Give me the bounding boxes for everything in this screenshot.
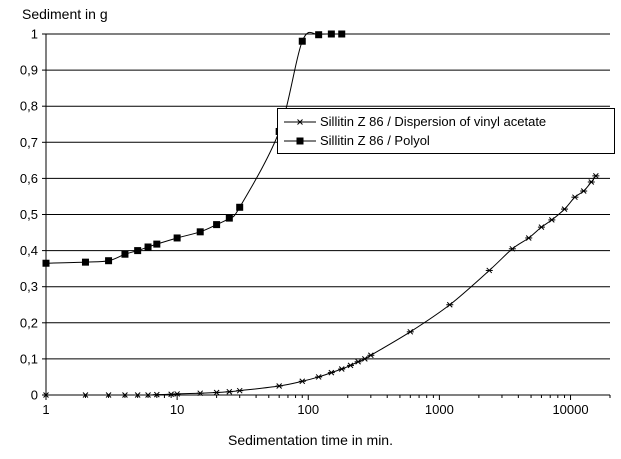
y-tick-label-7: 0,7 bbox=[20, 135, 38, 150]
legend-square-marker-icon bbox=[284, 137, 316, 145]
y-tick-label-6: 0,6 bbox=[20, 171, 38, 186]
data-point-square-3 bbox=[121, 250, 129, 258]
data-point-square-9 bbox=[213, 221, 221, 229]
legend-item-vinyl-acetate: Sillitin Z 86 / Dispersion of vinyl acet… bbox=[282, 113, 612, 131]
x-tick-label-2: 100 bbox=[297, 402, 319, 417]
y-tick-label-10: 1 bbox=[31, 27, 38, 42]
data-point-asterisk-30 bbox=[571, 194, 579, 201]
series-layer bbox=[42, 30, 600, 398]
data-point-asterisk-20 bbox=[361, 356, 369, 362]
data-point-square-10 bbox=[225, 214, 233, 222]
x-axis-label: Sedimentation time in min. bbox=[228, 432, 393, 448]
data-point-asterisk-19 bbox=[354, 358, 362, 365]
data-point-asterisk-13 bbox=[275, 383, 283, 389]
data-point-square-16 bbox=[338, 30, 346, 38]
y-tick-label-1: 0,1 bbox=[20, 351, 38, 366]
x-tick-label-1: 10 bbox=[170, 402, 184, 417]
data-point-asterisk-11 bbox=[225, 388, 233, 395]
data-point-asterisk-24 bbox=[485, 267, 493, 274]
y-tick-label-3: 0,3 bbox=[20, 279, 38, 294]
data-point-square-5 bbox=[144, 243, 152, 251]
data-point-asterisk-12 bbox=[236, 387, 244, 394]
data-point-asterisk-8 bbox=[173, 391, 181, 397]
x-tick-labels: 1 10 100 1000 10000 bbox=[42, 402, 588, 417]
y-tick-label-4: 0,4 bbox=[20, 243, 38, 258]
data-point-square-0 bbox=[42, 259, 50, 267]
data-point-asterisk-32 bbox=[587, 179, 595, 185]
data-point-asterisk-22 bbox=[406, 328, 414, 335]
grid-lines bbox=[46, 33, 610, 396]
series-0 bbox=[42, 173, 600, 398]
data-point-asterisk-21 bbox=[367, 352, 375, 359]
x-tick-label-0: 1 bbox=[42, 402, 49, 417]
series-line-0 bbox=[45, 175, 597, 396]
data-point-asterisk-7 bbox=[167, 391, 175, 398]
data-point-square-4 bbox=[134, 247, 142, 255]
data-point-asterisk-17 bbox=[338, 366, 346, 372]
legend: Sillitin Z 86 / Dispersion of vinyl acet… bbox=[277, 108, 615, 154]
data-point-asterisk-23 bbox=[446, 301, 454, 308]
data-point-asterisk-16 bbox=[327, 369, 335, 376]
y-tick-label-5: 0,5 bbox=[20, 207, 38, 222]
data-point-asterisk-31 bbox=[580, 188, 588, 194]
legend-label-vinyl-acetate: Sillitin Z 86 / Dispersion of vinyl acet… bbox=[320, 114, 547, 129]
data-point-asterisk-15 bbox=[315, 374, 323, 380]
data-point-asterisk-14 bbox=[298, 378, 306, 385]
data-point-asterisk-0 bbox=[42, 392, 50, 398]
legend-asterisk-marker-icon bbox=[284, 119, 316, 125]
data-point-square-7 bbox=[173, 234, 181, 242]
series-1 bbox=[42, 30, 346, 267]
data-point-asterisk-1 bbox=[81, 392, 89, 398]
data-point-square-6 bbox=[153, 240, 161, 248]
data-point-asterisk-18 bbox=[347, 362, 355, 369]
data-point-asterisk-33 bbox=[592, 173, 600, 179]
data-point-square-2 bbox=[105, 257, 113, 265]
data-point-asterisk-2 bbox=[105, 392, 113, 398]
data-point-asterisk-5 bbox=[144, 392, 152, 398]
data-point-asterisk-25 bbox=[508, 245, 516, 252]
x-tick-label-3: 1000 bbox=[425, 402, 454, 417]
y-tick-label-0: 0 bbox=[31, 388, 38, 403]
y-tick-labels: 0 0,1 0,2 0,3 0,4 0,5 0,6 0,7 0,8 0,9 1 bbox=[20, 27, 38, 403]
data-point-square-11 bbox=[236, 203, 244, 211]
data-point-asterisk-28 bbox=[548, 217, 556, 223]
x-tick-label-4: 10000 bbox=[552, 402, 588, 417]
data-point-square-15 bbox=[327, 30, 335, 38]
data-point-square-8 bbox=[196, 228, 204, 236]
data-point-asterisk-26 bbox=[525, 235, 533, 241]
data-point-asterisk-10 bbox=[213, 389, 221, 396]
legend-item-polyol: Sillitin Z 86 / Polyol bbox=[282, 132, 612, 150]
y-axis-label: Sediment in g bbox=[22, 6, 108, 22]
data-point-asterisk-4 bbox=[134, 392, 142, 398]
data-point-asterisk-6 bbox=[153, 391, 161, 398]
y-tick-label-2: 0,2 bbox=[20, 315, 38, 330]
data-point-square-1 bbox=[81, 258, 89, 266]
axes bbox=[42, 33, 611, 400]
data-point-square-13 bbox=[298, 37, 306, 45]
legend-label-polyol: Sillitin Z 86 / Polyol bbox=[320, 133, 430, 148]
data-point-asterisk-27 bbox=[537, 224, 545, 230]
y-tick-label-9: 0,9 bbox=[20, 63, 38, 78]
data-point-square-14 bbox=[315, 31, 323, 39]
data-point-asterisk-9 bbox=[196, 390, 204, 397]
data-point-asterisk-29 bbox=[561, 206, 569, 212]
data-point-asterisk-3 bbox=[121, 392, 129, 398]
y-tick-label-8: 0,8 bbox=[20, 99, 38, 114]
